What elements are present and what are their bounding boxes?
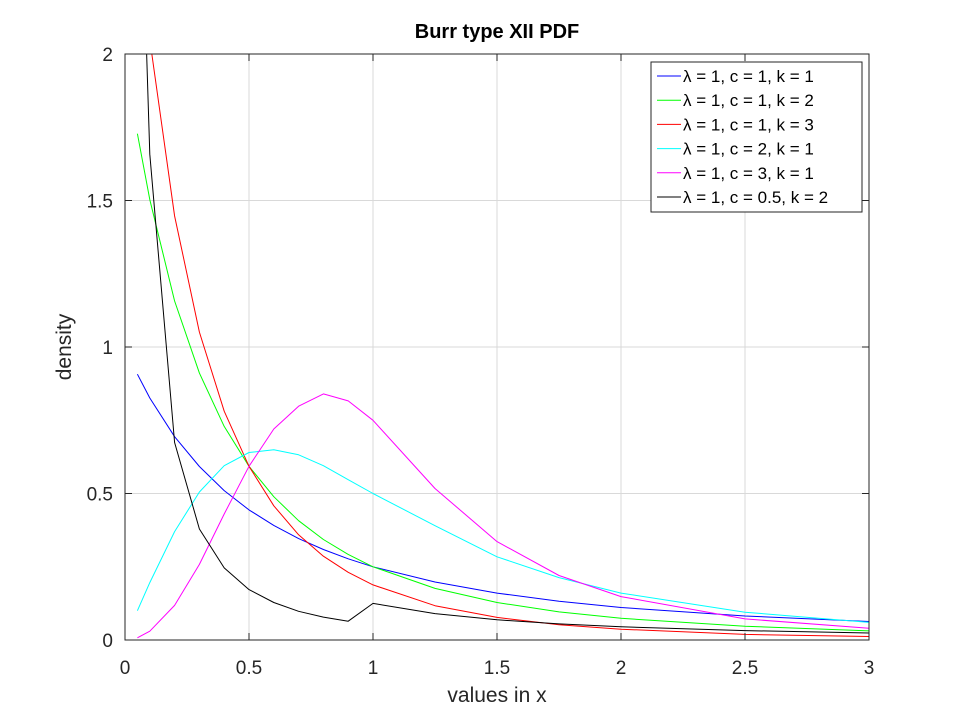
series-lines [136, 54, 869, 639]
series-line-6 [146, 54, 869, 634]
x-tick-label: 2 [616, 658, 627, 679]
legend-label: λ = 1, c = 0.5, k = 2 [683, 188, 828, 207]
legend-label: λ = 1, c = 2, k = 1 [683, 140, 814, 159]
legend-box [650, 61, 863, 213]
legend-label: λ = 1, c = 1, k = 2 [683, 91, 814, 110]
series-line-3 [151, 54, 869, 637]
x-tick-label: 0.5 [236, 658, 262, 679]
y-tick-label: 2 [102, 45, 113, 66]
axis-ticks: 0 0.5 1 1.5 2 2.5 3 0 0.5 1 1.5 2 [87, 45, 875, 679]
legend-label: λ = 1, c = 3, k = 1 [683, 164, 814, 183]
y-axis-label: density [53, 313, 76, 380]
series-line-2 [136, 133, 869, 632]
x-tick-label: 2.5 [732, 658, 758, 679]
x-axis-label: values in x [447, 684, 547, 707]
x-tick-label: 1 [368, 658, 379, 679]
series-line-1 [136, 373, 869, 622]
series-line-5 [137, 393, 869, 639]
x-tick-label: 1.5 [484, 658, 510, 679]
x-tick-label: 0 [120, 658, 131, 679]
y-tick-label: 0.5 [87, 485, 113, 506]
y-tick-label: 1.5 [87, 192, 113, 213]
y-tick-label: 0 [102, 631, 113, 652]
chart-title: Burr type XII PDF [415, 21, 579, 43]
legend: λ = 1, c = 1, k = 1 λ = 1, c = 1, k = 2 λ … [650, 61, 863, 213]
y-tick-label: 1 [102, 338, 113, 359]
legend-label: λ = 1, c = 1, k = 3 [683, 115, 814, 134]
legend-label: λ = 1, c = 1, k = 1 [683, 67, 814, 86]
x-tick-label: 3 [864, 658, 875, 679]
